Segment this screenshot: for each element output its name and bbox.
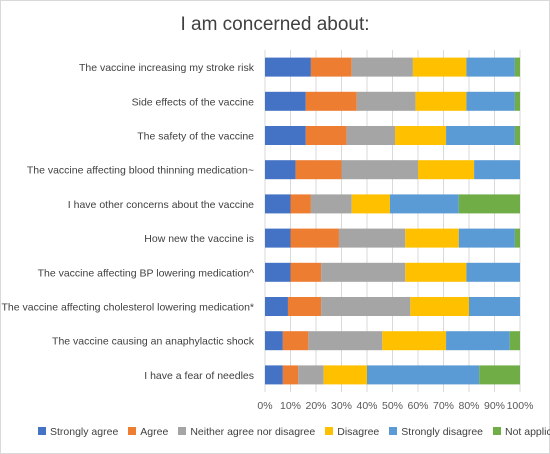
bar-segment — [305, 91, 357, 111]
legend-item: Disagree — [325, 426, 379, 438]
bar-segment — [466, 91, 515, 111]
x-tick-label: 30% — [331, 400, 352, 412]
category-label: The vaccine affecting blood thinning med… — [27, 165, 254, 177]
x-tick-label: 20% — [305, 400, 326, 412]
bar-segment — [305, 126, 347, 145]
category-label: I have other concerns about the vaccine — [68, 199, 254, 211]
bar-segment — [415, 91, 467, 111]
category-label: I have a fear of needles — [144, 370, 254, 382]
legend-swatch — [178, 427, 187, 435]
legend-label: Strongly disagree — [401, 426, 483, 438]
bar-segment — [321, 297, 411, 316]
bar-segment — [395, 126, 447, 145]
bar-segment — [514, 91, 520, 111]
bar-segment — [282, 365, 299, 385]
legend-swatch — [325, 427, 334, 435]
bar-segment — [265, 365, 283, 385]
bar-segment — [308, 331, 383, 351]
bar-segment — [310, 57, 352, 77]
legend-item: Agree — [128, 426, 168, 438]
legend-item: Strongly agree — [38, 426, 118, 438]
bar-segment — [265, 228, 291, 248]
bar-segment — [290, 194, 311, 214]
bar-segment — [405, 228, 459, 248]
x-tick-label: 60% — [407, 400, 428, 412]
bar-segment — [351, 57, 413, 77]
bar-segment — [341, 160, 418, 180]
bar-segment — [514, 57, 520, 77]
category-label: The vaccine affecting cholesterol loweri… — [1, 302, 254, 314]
bar-segment — [265, 194, 291, 214]
x-tick-label: 80% — [458, 400, 479, 412]
legend-label: Neither agree nor disagree — [190, 426, 316, 438]
bar-segment — [356, 91, 416, 111]
bar-segment — [458, 228, 515, 248]
bar-segment — [466, 57, 515, 77]
bar-segment — [290, 228, 339, 248]
bar-segment — [338, 228, 406, 248]
x-tick-label: 100% — [507, 400, 534, 412]
chart-legend: Strongly agree Agree Neither agree nor dis… — [38, 426, 550, 438]
legend-label: Not applicable — [505, 426, 550, 438]
bar-segment — [287, 297, 322, 316]
bar-segment — [282, 331, 309, 351]
bar-segment — [469, 297, 520, 316]
x-tick-label: 50% — [382, 400, 403, 412]
bar-segment — [351, 194, 390, 214]
category-label: How new the vaccine is — [144, 233, 254, 245]
bar-segment — [479, 365, 520, 385]
bar-segment — [367, 365, 480, 385]
x-tick-label: 90% — [484, 400, 505, 412]
bar-segment — [474, 160, 520, 180]
legend-item: Not applicable — [493, 426, 550, 438]
bar-segment — [410, 297, 469, 316]
bar-segment — [265, 297, 288, 316]
bar-segment — [265, 91, 306, 111]
legend-label: Disagree — [337, 426, 380, 438]
legend-swatch — [128, 427, 137, 435]
legend-label: Agree — [140, 426, 169, 438]
category-label: The vaccine affecting BP lowering medica… — [38, 267, 254, 279]
bar-segment — [265, 57, 311, 77]
x-tick-label: 10% — [280, 400, 301, 412]
bar-segment — [310, 194, 352, 214]
bar-segment — [514, 228, 520, 248]
chart-title: I am concerned about: — [180, 14, 370, 35]
legend-swatch — [38, 427, 46, 435]
bar-segment — [265, 262, 291, 282]
legend-item: Neither agree nor disagree — [178, 426, 315, 438]
bar-segment — [446, 331, 510, 351]
bar-segment — [290, 262, 322, 282]
bar-segment — [514, 126, 520, 145]
bar-segment — [265, 160, 296, 180]
bar-segment — [405, 262, 467, 282]
category-label: The safety of the vaccine — [137, 131, 254, 143]
category-label: The vaccine increasing my stroke risk — [79, 62, 255, 74]
bar-segment — [382, 331, 447, 351]
bar-segment — [265, 331, 283, 351]
bar-segment — [295, 160, 342, 180]
bar-segment — [418, 160, 475, 180]
x-tick-label: 40% — [356, 400, 377, 412]
x-tick-label: 70% — [433, 400, 454, 412]
bar-segment — [265, 126, 306, 145]
bar-segment — [446, 126, 515, 145]
legend-label: Strongly agree — [50, 426, 119, 438]
legend-item: Strongly disagree — [389, 426, 483, 438]
bar-segment — [466, 262, 520, 282]
bar-segment — [458, 194, 520, 214]
legend-swatch — [389, 427, 398, 435]
bar-segment — [346, 126, 396, 145]
category-label: Side effects of the vaccine — [132, 96, 255, 108]
bar-segment — [389, 194, 459, 214]
bar-segment — [298, 365, 324, 385]
legend-swatch — [493, 427, 501, 435]
bar-segment — [412, 57, 467, 77]
bar-segment — [323, 365, 367, 385]
bar-segment — [509, 331, 520, 351]
category-label: The vaccine causing an anaphylactic shoc… — [52, 336, 255, 348]
bar-segment — [321, 262, 406, 282]
x-tick-label: 0% — [257, 400, 272, 412]
